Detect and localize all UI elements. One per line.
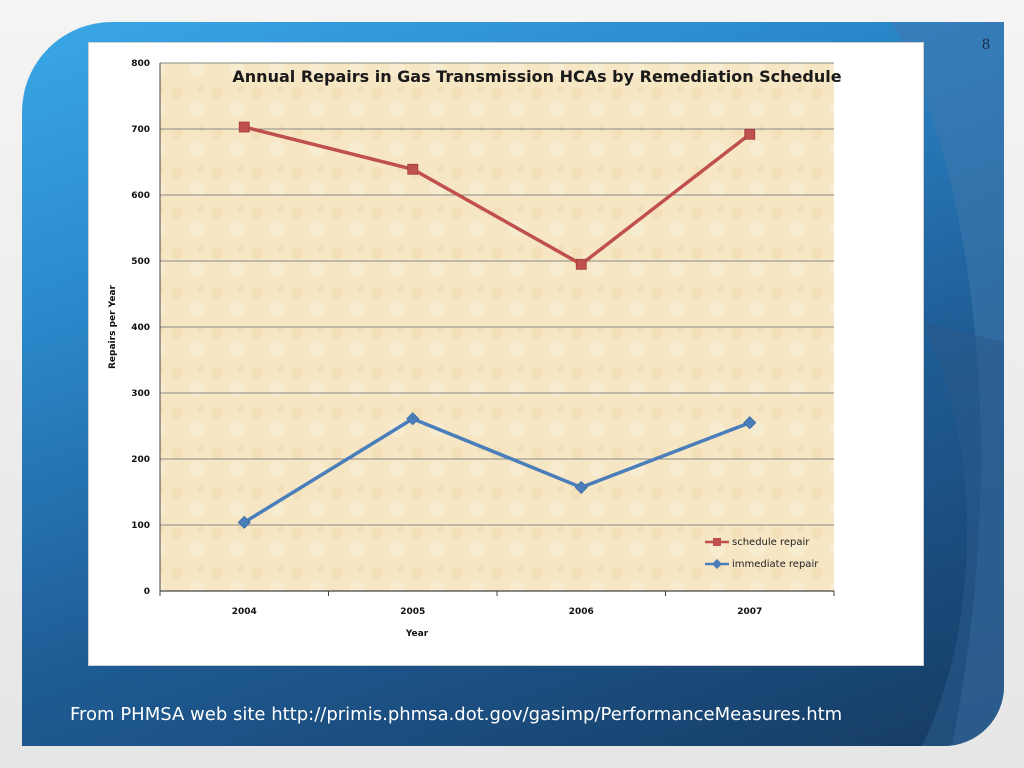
source-footer: From PHMSA web site http://primis.phmsa.… <box>70 704 843 725</box>
gridlines <box>159 62 834 592</box>
data-point-immediate-repair <box>743 416 757 430</box>
legend-swatch-immediate <box>705 559 729 569</box>
data-point-immediate-repair <box>574 480 588 494</box>
y-tick-label: 600 <box>131 191 150 201</box>
chart-legend: schedule repair immediate repair <box>705 531 818 575</box>
series-line-schedule-repair <box>243 125 751 267</box>
data-point-schedule-repair <box>575 258 587 270</box>
data-point-schedule-repair <box>744 128 756 140</box>
y-tick-label: 300 <box>131 389 150 399</box>
legend-swatch-schedule <box>705 538 729 546</box>
y-tick-label: 800 <box>131 59 150 69</box>
y-axis-label: Repairs per Year <box>108 284 118 369</box>
y-tick-label: 100 <box>131 521 150 531</box>
legend-item-immediate: immediate repair <box>705 553 818 575</box>
x-tick-label: 2007 <box>737 607 762 617</box>
data-point-immediate-repair <box>237 515 251 529</box>
x-tick-label: 2005 <box>400 607 425 617</box>
data-point-schedule-repair <box>238 121 250 133</box>
data-point-schedule-repair <box>407 163 419 175</box>
chart-frame: 0 100 200 300 400 500 600 700 800 2004 2005 2006 20… <box>88 42 924 666</box>
y-tick-label: 0 <box>144 587 150 597</box>
x-axis-ticks: 2004 2005 2006 2007 <box>159 591 835 617</box>
legend-label-immediate: immediate repair <box>732 558 819 570</box>
slide-swoosh-decoration <box>892 22 1004 746</box>
series-line-immediate-repair <box>243 416 751 524</box>
slide-page-number: 8 <box>982 36 990 53</box>
series-group <box>237 121 757 529</box>
legend-label-schedule: schedule repair <box>732 536 810 548</box>
y-tick-label: 500 <box>131 257 150 267</box>
legend-item-schedule: schedule repair <box>705 531 818 553</box>
y-tick-label: 200 <box>131 455 150 465</box>
x-tick-label: 2004 <box>232 607 257 617</box>
y-tick-label: 400 <box>131 323 150 333</box>
x-axis-label: Year <box>405 629 429 639</box>
data-point-immediate-repair <box>406 412 420 426</box>
x-tick-label: 2006 <box>569 607 594 617</box>
y-tick-label: 700 <box>131 125 150 135</box>
y-axis-ticks: 0 100 200 300 400 500 600 700 800 <box>131 59 150 597</box>
chart-title: Annual Repairs in Gas Transmission HCAs … <box>232 67 841 86</box>
